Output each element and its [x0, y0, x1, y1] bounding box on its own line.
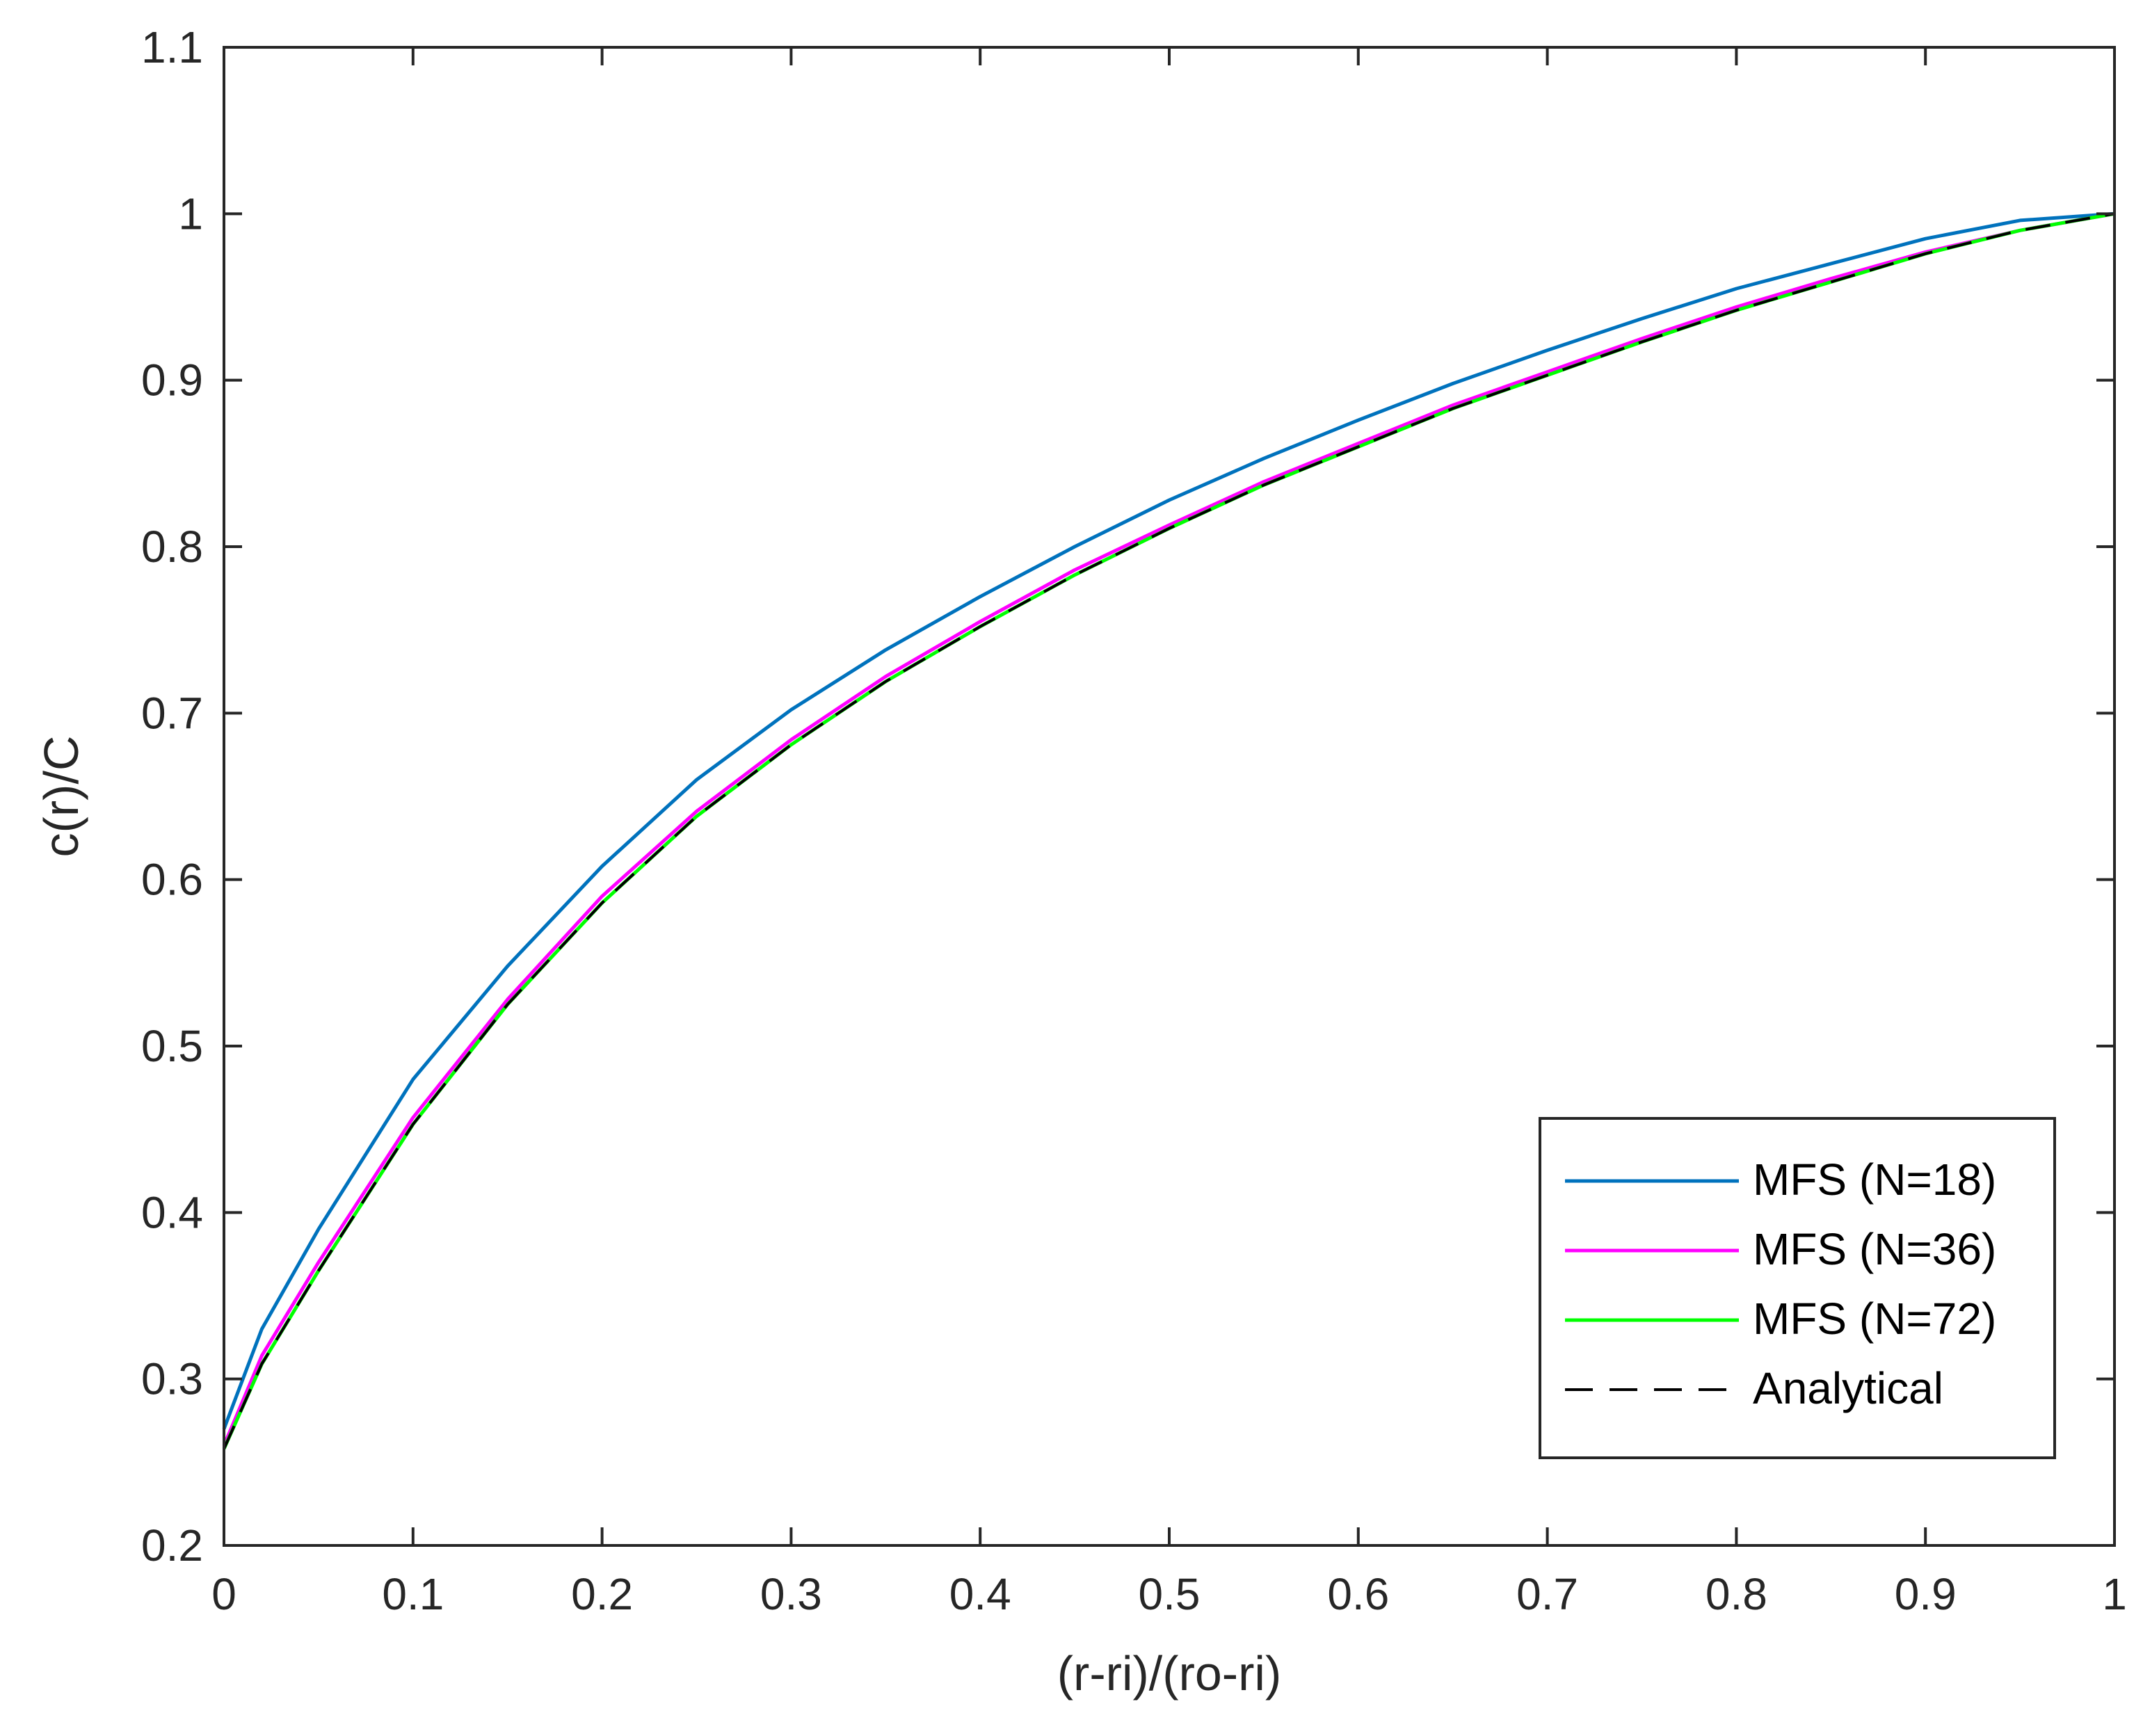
y-tick-label: 1 — [178, 188, 203, 239]
x-axis-ticks: 0 0.1 0.2 0.3 0.4 0.5 0.6 0.7 0.8 0.9 1 — [211, 47, 2127, 1619]
x-tick-label: 1 — [2102, 1569, 2127, 1619]
x-tick-label: 0.5 — [1139, 1569, 1201, 1619]
series-line-4 — [223, 212, 2115, 1450]
y-tick-label: 0.8 — [141, 522, 203, 572]
x-tick-label: 0 — [211, 1569, 236, 1619]
y-tick-label: 1.1 — [141, 22, 203, 72]
x-tick-label: 0.2 — [571, 1569, 633, 1619]
x-tick-label: 0.1 — [382, 1569, 444, 1619]
legend-box — [1539, 1117, 2056, 1459]
y-tick-label: 0.9 — [141, 355, 203, 405]
x-tick-label: 0.3 — [760, 1569, 822, 1619]
legend-label-3: MFS (N=72) — [1753, 1294, 1996, 1344]
x-tick-label: 0.8 — [1705, 1569, 1767, 1619]
y-tick-label: 0.5 — [141, 1021, 203, 1071]
legend-label-1: MFS (N=18) — [1753, 1155, 1996, 1205]
x-tick-label: 0.7 — [1516, 1569, 1578, 1619]
y-tick-label: 0.4 — [141, 1187, 203, 1237]
legend-label-2: MFS (N=36) — [1753, 1224, 1996, 1274]
y-tick-label: 0.6 — [141, 855, 203, 905]
y-tick-label: 0.3 — [141, 1354, 203, 1404]
y-axis-ticks: 0.2 0.3 0.4 0.5 0.6 0.7 0.8 0.9 1 1.1 — [141, 22, 2114, 1570]
legend-label-4: Analytical — [1753, 1363, 1943, 1413]
x-axis-label: (r-ri)/(ro-ri) — [1057, 1646, 1282, 1701]
y-axis-label: c(r)/C — [34, 736, 88, 858]
series-line-1 — [222, 211, 2115, 1430]
series-line-2 — [222, 211, 2115, 1447]
y-tick-label: 0.2 — [141, 1520, 203, 1570]
x-tick-label: 0.6 — [1327, 1569, 1389, 1619]
series-layer — [222, 211, 2115, 1450]
x-tick-label: 0.9 — [1895, 1569, 1957, 1619]
legend: MFS (N=18) MFS (N=36) MFS (N=72) Analytical — [1539, 1117, 2056, 1459]
x-tick-label: 0.4 — [949, 1569, 1011, 1619]
y-tick-label: 0.7 — [141, 688, 203, 738]
